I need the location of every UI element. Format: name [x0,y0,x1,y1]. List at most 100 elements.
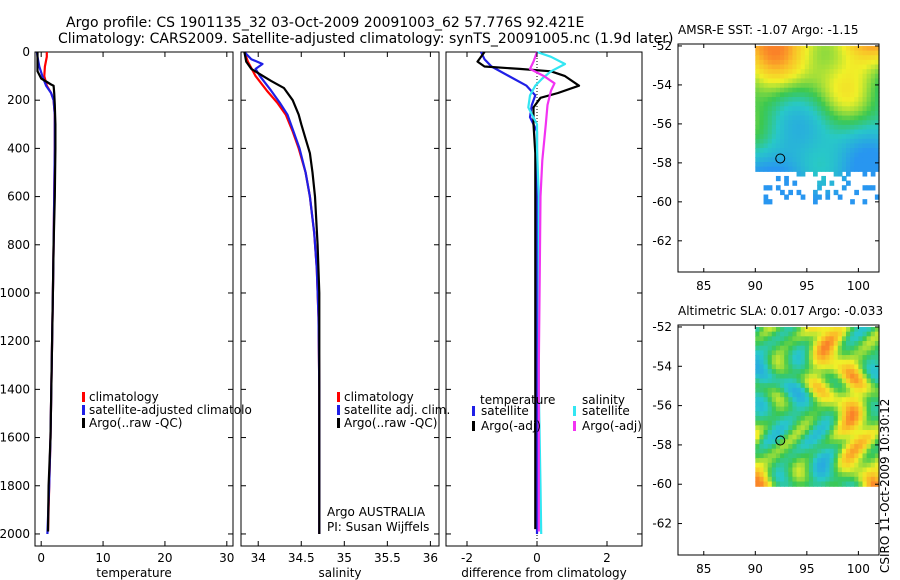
map-cell [788,59,794,66]
map-cell [825,439,831,445]
map-cell [759,78,765,84]
map-cell [813,434,818,440]
map-cell [804,401,810,408]
map-cell [755,345,761,351]
map-cell [755,129,761,135]
map-cell [755,87,761,93]
legend-swatch-blue [337,405,340,415]
header-title-line2: Climatology: CARS2009. Satellite-adjuste… [58,31,673,47]
map-cell [870,134,876,140]
map-cell [771,87,777,93]
map-cell [846,83,851,89]
map-cell [763,406,769,412]
x-axis-label: temperature [96,566,171,580]
map-cell [833,55,839,61]
map-cell [808,383,814,389]
map-cell [870,392,876,398]
map-cell [825,397,831,403]
map-cell [792,359,798,366]
map-cell [775,138,781,145]
map-cell [771,392,777,398]
map-cell [759,355,765,361]
map-cell [825,364,831,370]
map-cell [771,462,777,469]
map-cell [829,467,835,473]
map-cell [763,143,769,149]
map-cell [804,331,810,337]
map-cell [870,45,876,52]
map-cell [817,64,822,70]
map-cell [862,157,868,163]
map-cell [817,55,822,61]
map-cell [825,467,831,473]
map-cell [841,55,847,61]
map-cell [817,397,822,403]
map-cell [870,157,876,163]
map-cell [833,120,839,126]
map-cell [796,373,802,380]
map-cell [780,430,785,436]
map-cell [763,134,769,140]
map-cell [833,345,839,351]
map-cell [759,430,765,436]
map-cell [763,69,769,75]
map-cell [788,87,794,93]
map-cell [837,462,843,469]
map-cell [829,331,835,337]
map-cell [796,336,802,342]
map-cell [846,387,851,394]
map-cell [841,350,847,356]
map-cell [767,387,773,394]
map-cell [870,345,876,351]
map-cell [874,439,880,445]
map-cell [804,458,810,464]
map-cell [775,64,781,70]
map-cell [862,341,868,347]
map-cell [763,397,769,403]
map-cell [850,124,855,131]
map-cell [800,458,806,464]
map-cell [788,397,794,403]
map-cell [833,364,839,370]
map-cell [870,364,876,370]
map-cell [800,420,806,426]
map-cell [775,55,781,61]
map-cell [817,462,822,469]
map-cell [862,138,868,145]
map-cell [874,55,880,61]
map-cell [784,129,789,135]
map-cell [817,345,822,351]
map-cell [804,157,810,163]
map-cell [825,341,831,347]
map-cell [767,406,773,412]
map-cell [792,157,798,163]
map-cell [767,120,773,126]
map-cell [821,434,826,440]
map-cell [821,462,826,469]
map-cell [837,434,843,440]
map-cell [817,415,822,422]
map-cell [858,430,864,436]
map-cell [850,434,855,440]
map-cell [804,439,810,445]
map-cell [866,406,872,412]
map-cell [788,420,794,426]
map-cell [796,115,802,121]
map-cell [846,110,851,117]
map-cell [763,369,769,375]
series-line-magenta [528,51,556,532]
map-cell [841,467,847,473]
map-cell [792,476,798,483]
map-cell [833,59,839,66]
map-cell [784,453,789,459]
map-cell [771,73,777,80]
map-cell [837,59,843,66]
map-cell [862,129,868,135]
map-cell [804,326,810,333]
map-cell [854,162,859,168]
series-line-black [36,52,57,532]
map-cell [817,369,822,375]
map-cell [829,350,835,356]
map-cell [837,439,843,445]
map-cell [808,106,814,112]
